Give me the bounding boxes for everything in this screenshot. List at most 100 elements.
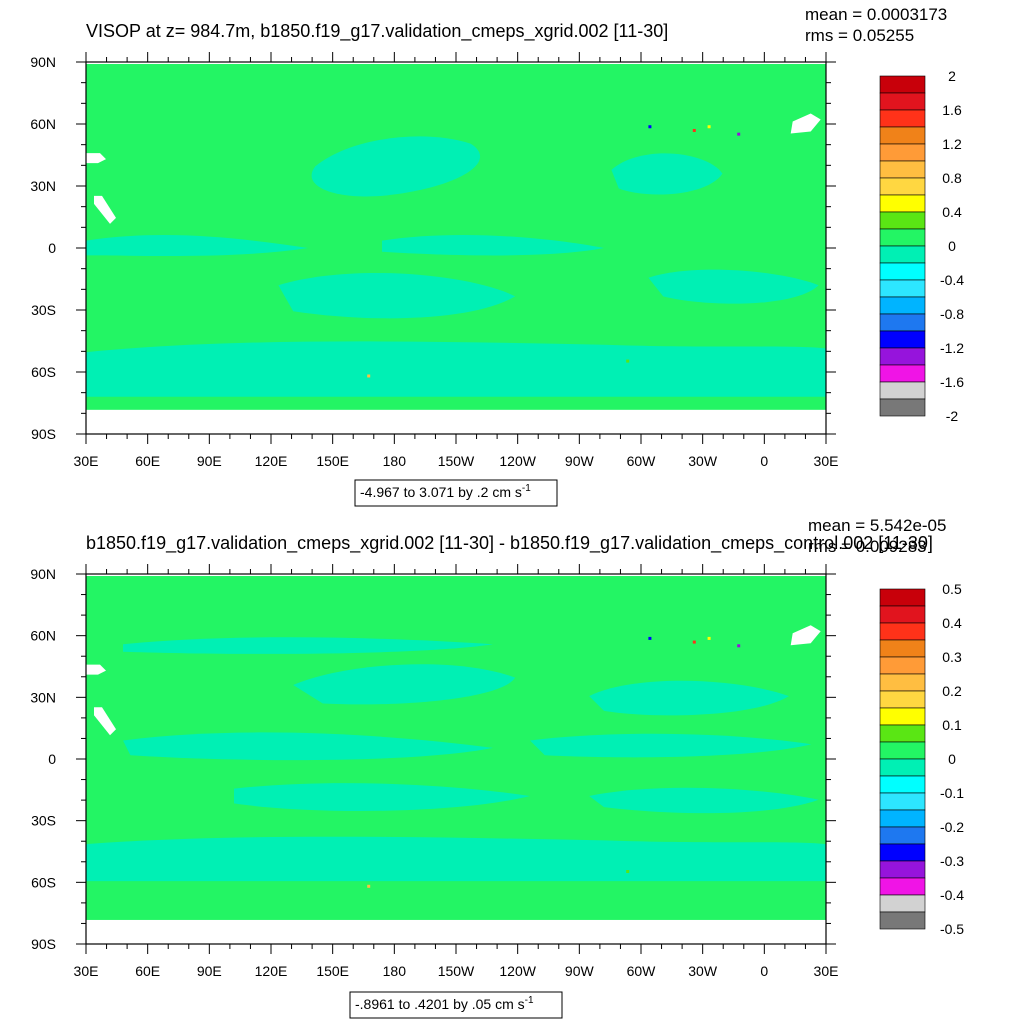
colorbar: 0.5 0.4 0.3 0.2 0.1 0 -0.1 -0.2 -0.3 -0.4 -0.5 <box>879 581 964 937</box>
bottom-panel: 30E 60E 90E 120E 150E 180 150W 120W 90W 60W 30W 0 30… <box>30 516 964 1019</box>
top-panel: 30E 60E 90E 120E 150E 180 150W 120W 90W 60W 30W 0 30… <box>30 5 964 507</box>
colorbar-cell <box>879 588 926 607</box>
colorbar-cell <box>879 741 926 760</box>
colorbar-label: -0.1 <box>940 785 964 801</box>
colorbar-cell <box>879 262 926 281</box>
colorbar-label: -1.6 <box>940 374 964 390</box>
colorbar-cell <box>879 75 926 94</box>
negative-region <box>293 664 516 705</box>
colorbar-cell <box>879 398 926 417</box>
extreme-value-speck <box>692 128 696 132</box>
colorbar-label: 2 <box>948 68 956 84</box>
colorbar-label: 0.3 <box>942 649 962 665</box>
extreme-value-speck <box>707 636 711 640</box>
x-tick-label: 120W <box>499 453 536 469</box>
colorbar-cell <box>879 877 926 896</box>
contour-info-exponent: -1 <box>525 995 534 1006</box>
contour-info-range: -4.967 to 3.071 by .2 cm s <box>360 484 522 500</box>
field-background <box>86 574 826 944</box>
y-tick-label: 90S <box>31 936 56 952</box>
colorbar-cell <box>879 211 926 230</box>
colorbar-cell <box>879 160 926 179</box>
colorbar-label: -0.4 <box>940 887 964 903</box>
colorbar-cell <box>879 860 926 879</box>
extreme-value-speck <box>626 359 630 363</box>
missing-data-north <box>86 574 826 576</box>
colorbar-label: -1.2 <box>940 340 964 356</box>
extreme-value-speck <box>737 132 741 136</box>
x-tick-label: 0 <box>760 453 768 469</box>
extreme-value-speck <box>648 125 652 129</box>
colorbar-label: -0.5 <box>940 921 964 937</box>
colorbar-cell <box>879 347 926 366</box>
colorbar-cell <box>879 707 926 726</box>
y-tick-label: 0 <box>48 240 56 256</box>
x-tick-label: 90W <box>565 963 595 979</box>
x-tick-label: 150W <box>438 963 475 979</box>
rms-stat: rms = 0.05255 <box>805 26 914 45</box>
colorbar: 2 1.6 1.2 0.8 0.4 0 -0.4 -0.8 -1.2 -1.6 -2 <box>879 68 964 424</box>
x-tick-label: 90E <box>197 963 222 979</box>
colorbar-cell <box>879 245 926 264</box>
negative-region <box>123 732 493 761</box>
negative-region <box>589 787 819 814</box>
y-tick-label: 60S <box>31 874 56 890</box>
colorbar-label: -0.3 <box>940 853 964 869</box>
mean-stat: mean = 0.0003173 <box>805 5 947 24</box>
negative-region <box>648 269 819 304</box>
chart-title: b1850.f19_g17.validation_cmeps_xgrid.002… <box>86 533 933 554</box>
y-tick-label: 90N <box>30 566 56 582</box>
x-tick-label: 150W <box>438 453 475 469</box>
contour-info-box: -4.967 to 3.071 by .2 cm s-1 <box>354 479 558 507</box>
colorbar-label: 0.4 <box>942 204 962 220</box>
colorbar-label: 0.1 <box>942 717 962 733</box>
colorbar-cell <box>879 826 926 845</box>
extreme-value-speck <box>707 125 711 129</box>
chart-title: VISOP at z= 984.7m, b1850.f19_g17.valida… <box>86 21 668 42</box>
x-tick-label: 150E <box>316 963 349 979</box>
colorbar-cell <box>879 143 926 162</box>
negative-region <box>530 733 812 758</box>
contour-info-text: -4.967 to 3.071 by .2 cm s-1 <box>360 483 531 500</box>
y-tick-label: 60N <box>30 116 56 132</box>
colorbar-label: 0 <box>948 238 956 254</box>
colorbar-cell <box>879 639 926 658</box>
field-area <box>86 574 826 944</box>
y-tick-label: 90S <box>31 426 56 442</box>
missing-data-patch <box>86 664 106 675</box>
colorbar-cell <box>879 656 926 675</box>
colorbar-label: 0.8 <box>942 170 962 186</box>
colorbar-cell <box>879 313 926 332</box>
x-tick-label: 90W <box>565 453 595 469</box>
extreme-value-speck <box>367 374 371 378</box>
x-tick-label: 60E <box>135 963 160 979</box>
negative-region <box>86 836 826 882</box>
extreme-value-speck <box>367 884 371 888</box>
colorbar-label: -0.4 <box>940 272 964 288</box>
x-tick-label: 120E <box>255 963 288 979</box>
missing-data-patch <box>790 113 821 134</box>
colorbar-label: 1.2 <box>942 136 962 152</box>
missing-data-north <box>86 62 826 64</box>
colorbar-cell <box>879 381 926 400</box>
negative-region <box>311 136 481 197</box>
x-tick-label: 30W <box>688 963 718 979</box>
x-tick-label: 150E <box>316 453 349 469</box>
colorbar-cell <box>879 792 926 811</box>
colorbar-cell <box>879 843 926 862</box>
colorbar-cell <box>879 92 926 111</box>
extreme-value-speck <box>692 640 696 644</box>
colorbar-cell <box>879 724 926 743</box>
negative-region <box>589 680 789 716</box>
colorbar-cell <box>879 126 926 145</box>
contour-info-frame <box>354 479 558 507</box>
contour-info-box: -.8961 to .4201 by .05 cm s-1 <box>349 991 563 1019</box>
contour-info-exponent: -1 <box>522 483 531 494</box>
colorbar-label: 0.5 <box>942 581 962 597</box>
colorbar-cell <box>879 194 926 213</box>
field-area <box>86 62 826 434</box>
colorbar-label: 0.2 <box>942 683 962 699</box>
extreme-value-speck <box>626 870 630 873</box>
y-tick-label: 60S <box>31 364 56 380</box>
